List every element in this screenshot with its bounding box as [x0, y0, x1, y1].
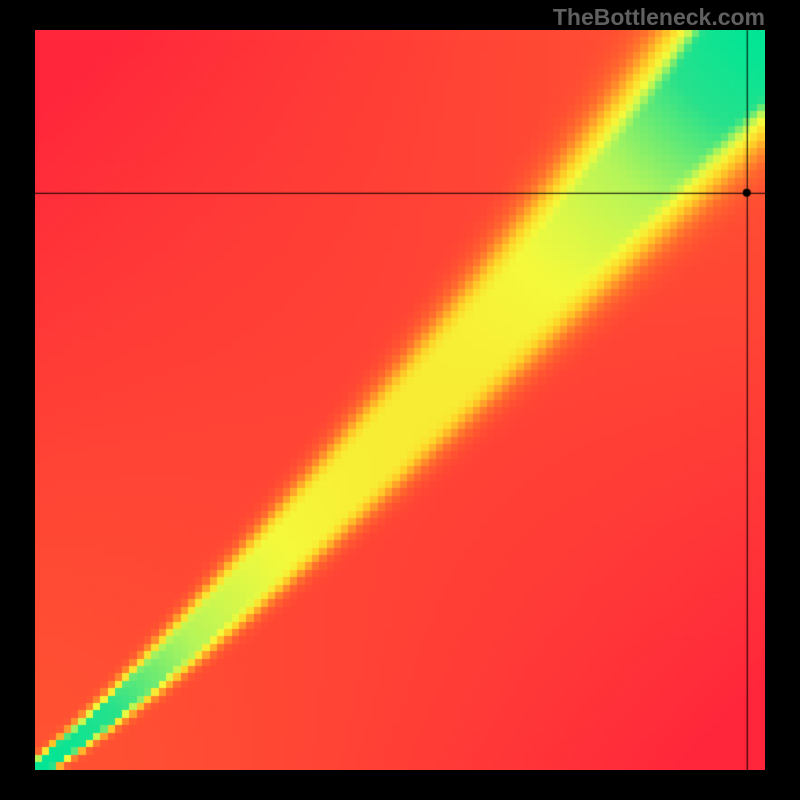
bottleneck-heatmap — [35, 30, 765, 770]
chart-container: { "type": "heatmap", "background_color":… — [0, 0, 800, 800]
watermark-text: TheBottleneck.com — [553, 4, 765, 31]
